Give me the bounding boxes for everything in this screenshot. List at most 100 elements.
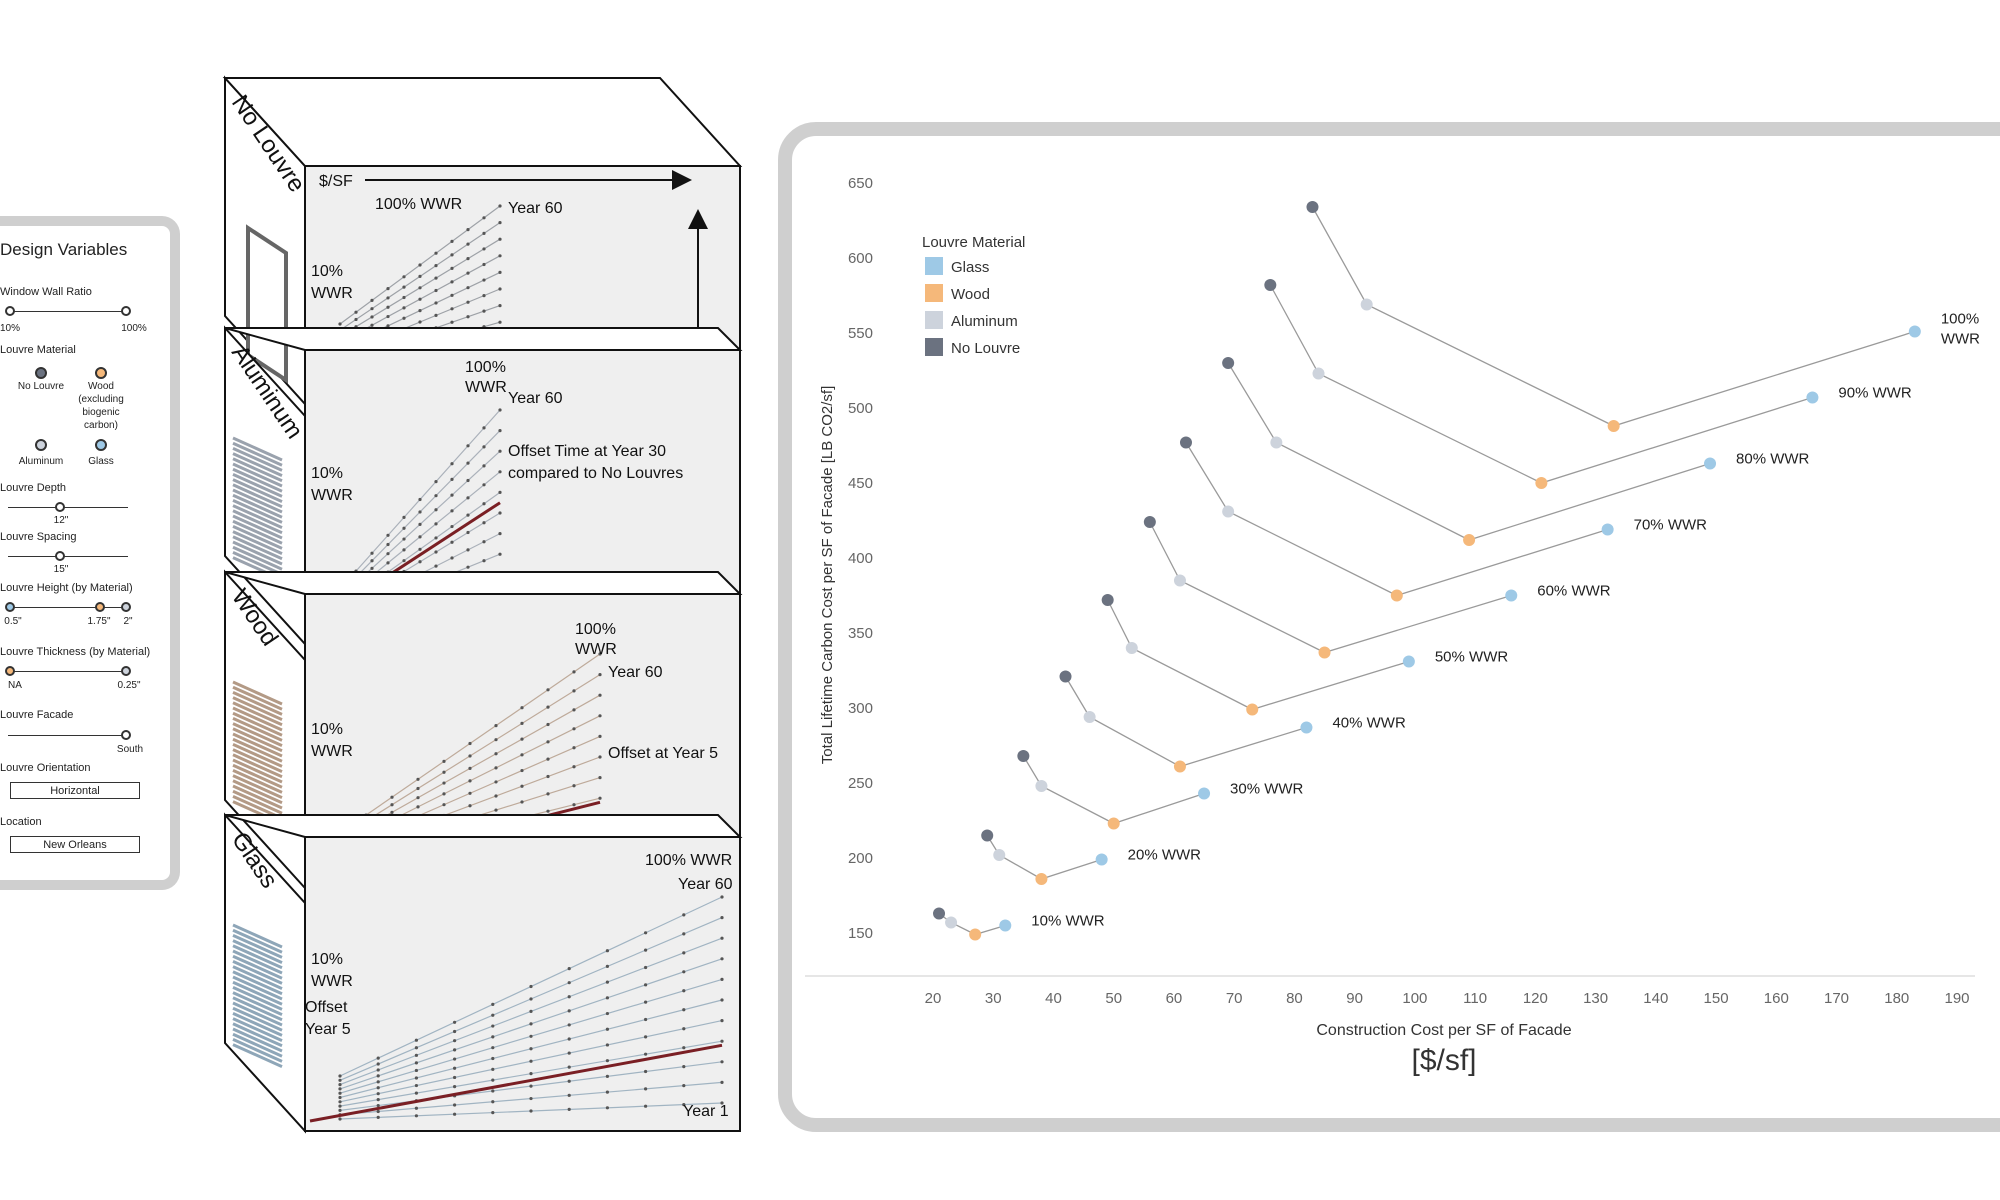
point-aluminum [1083,711,1096,723]
fan-point [491,1013,495,1017]
fan-point [567,1051,571,1055]
y-tick-label: 500 [848,400,873,417]
fan-point [682,1046,686,1050]
fan-point [450,239,454,243]
fan-point [468,804,472,808]
louvre-depth-label: Louvre Depth [0,482,67,494]
material-no-louvre-radio[interactable] [35,367,47,379]
annotation-offset: Offset Year 5 [305,999,351,1038]
fan-point [498,449,502,453]
fan-point [482,502,486,506]
fan-point [498,221,502,225]
fan-point [468,779,472,783]
fan-point [376,1109,380,1114]
louvre-height-tick-1: 0.5" [4,616,22,627]
louvre-height-knob-glass[interactable] [5,602,15,612]
fan-point [453,1048,457,1052]
fan-point [414,1091,418,1095]
fan-point [466,565,470,569]
louvre-facade-knob[interactable] [121,730,131,740]
group-label: 40% WWR [1332,715,1406,732]
louvre-height-tick-2: 1.75" [87,616,111,627]
louvre-height-tick-3: 2" [123,616,133,627]
x-tick-label: 160 [1764,990,1789,1007]
louvre-thickness-knob-na[interactable] [5,666,15,676]
fan-point [386,324,390,328]
fan-point [338,1087,342,1091]
fan-point [418,535,422,539]
legend-entry-label: No Louvre [951,340,1020,357]
fan-point [498,270,502,274]
fan-point [434,301,438,305]
x-axis-unit: [$/sf] [1411,1044,1476,1077]
fan-point [644,931,648,935]
louvre-slat [232,737,283,763]
fan-point [494,780,498,784]
louvre-slat [232,473,283,498]
fan-point [434,494,438,498]
location-select[interactable]: New Orleans [10,836,140,853]
x-tick-label: 130 [1583,990,1608,1007]
legend: Louvre Material Glass Wood Aluminum No Louv… [922,234,1025,357]
x-tick-label: 70 [1226,990,1243,1007]
louvre-height-knob-wood[interactable] [95,602,105,612]
louvre-orientation-select[interactable]: Horizontal [10,782,140,799]
louvre-slat [232,711,283,737]
fan-point [414,1076,418,1080]
louvre-slat [232,789,283,815]
material-aluminum-radio[interactable] [35,439,47,451]
louvre-slat [232,923,283,949]
point-wood [1390,589,1403,602]
fan-point [482,231,486,235]
wwr-min-knob[interactable] [5,306,15,316]
fan-point [434,564,438,568]
fan-point [498,287,502,291]
fan-point [546,688,550,692]
material-glass-radio[interactable] [95,439,107,451]
fan-point [682,913,686,917]
material-wood-radio[interactable] [95,367,107,379]
fan-point [482,294,486,298]
group-line [1269,284,1813,484]
fan-point [720,977,724,982]
fan-point [402,526,406,530]
fan-point [567,995,571,999]
louvre-depth-knob[interactable] [55,502,65,512]
x-tick-label: 150 [1704,990,1729,1007]
fan-point [434,480,438,484]
point-glass [1300,721,1313,734]
annotation-offset: Offset Time at Year 30 compared to No Lou… [508,443,683,482]
fan-point [494,766,498,770]
fan-point [644,965,648,970]
fan-point [453,1039,457,1043]
point-aluminum [945,916,958,929]
wwr-max-knob[interactable] [121,306,131,316]
fan-point [338,1095,342,1100]
fan-point [376,1074,380,1078]
louvre-slat [232,732,283,758]
fan-point [605,996,610,1000]
louvre-slat [232,457,283,483]
fan-point [567,1009,571,1013]
louvre-slat [232,436,283,462]
louvre-slat [232,483,283,509]
fan-point [370,307,374,311]
louvre-height-knob-aluminum[interactable] [121,602,131,612]
point-no-louvre [1264,279,1277,291]
fan-point [720,1060,724,1064]
fan-point [529,1059,533,1063]
y-tick-label: 450 [848,475,873,492]
annotation-top-left: 100% WWR [645,852,732,869]
fan-point [434,264,438,268]
louvre-facade-value: South [116,744,144,755]
fan-point [468,791,472,795]
louvre-slat [232,991,283,1016]
fan-point [453,1057,457,1061]
louvre-thickness-knob-025[interactable] [121,666,131,676]
fan-point [491,1024,495,1028]
fan-point [414,1046,418,1050]
point-glass [1198,787,1211,800]
louvre-spacing-knob[interactable] [55,551,65,561]
fan-point [520,768,524,773]
legend-entry-label: Aluminum [951,313,1018,330]
